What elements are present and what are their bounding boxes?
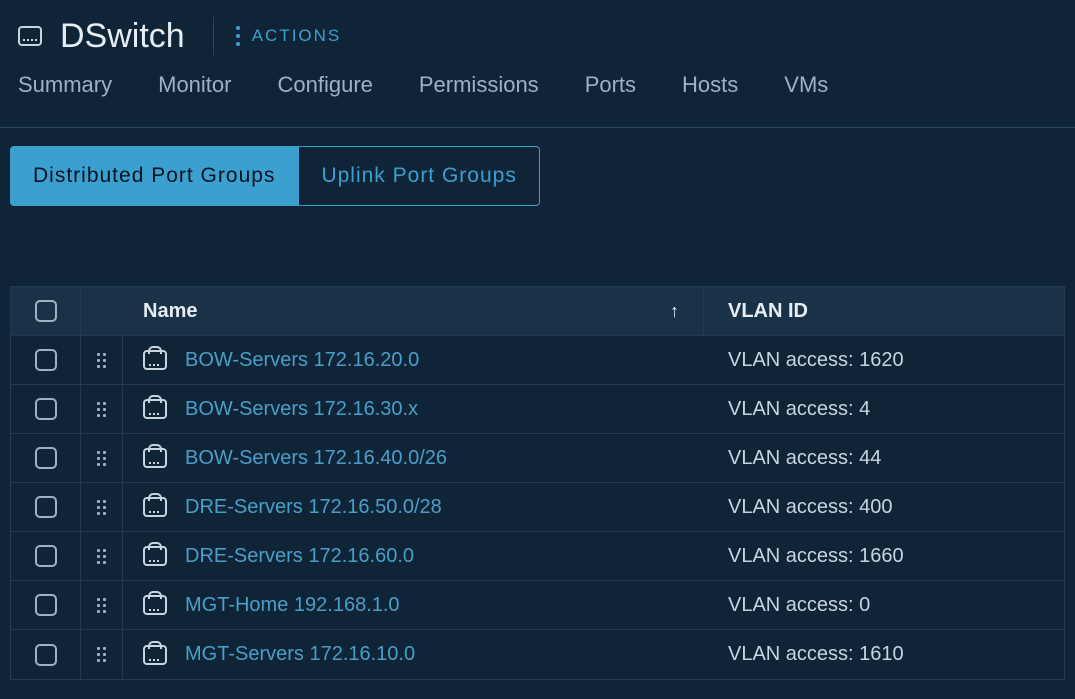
row-checkbox[interactable]	[35, 496, 57, 518]
table-row[interactable]: MGT-Home 192.168.1.0 VLAN access: 0	[11, 581, 1064, 630]
row-select-cell[interactable]	[11, 483, 81, 531]
sort-ascending-icon: ↑	[670, 301, 679, 322]
column-header-name[interactable]: Name ↑	[123, 287, 704, 335]
dswitch-icon	[18, 26, 42, 46]
vlan-value: VLAN access: 1620	[728, 349, 904, 371]
vlan-value: VLAN access: 1660	[728, 545, 904, 567]
table-row[interactable]: BOW-Servers 172.16.30.x VLAN access: 4	[11, 385, 1064, 434]
row-vlan-cell: VLAN access: 0	[704, 594, 1064, 617]
grip-icon	[97, 549, 106, 564]
column-header-name-label: Name	[143, 300, 197, 323]
row-select-cell[interactable]	[11, 336, 81, 384]
row-name-cell[interactable]: BOW-Servers 172.16.40.0/26	[123, 434, 704, 482]
grip-icon	[97, 647, 106, 662]
row-checkbox[interactable]	[35, 447, 57, 469]
row-drag-handle[interactable]	[81, 434, 123, 482]
page-title: DSwitch	[60, 17, 213, 56]
select-all-cell[interactable]	[11, 287, 81, 335]
port-group-name[interactable]: DRE-Servers 172.16.50.0/28	[185, 496, 442, 519]
select-all-checkbox[interactable]	[35, 300, 57, 322]
row-select-cell[interactable]	[11, 434, 81, 482]
port-group-icon	[143, 497, 167, 517]
row-drag-handle[interactable]	[81, 483, 123, 531]
vlan-value: VLAN access: 4	[728, 398, 870, 420]
port-group-name[interactable]: BOW-Servers 172.16.40.0/26	[185, 447, 447, 470]
port-group-icon	[143, 399, 167, 419]
port-groups-table: Name ↑ VLAN ID BOW-Servers 172.16.20.0 VL…	[10, 286, 1065, 680]
tab-ports[interactable]: Ports	[585, 72, 636, 118]
main-tabs: Summary Monitor Configure Permissions Po…	[0, 72, 1075, 128]
port-group-icon	[143, 546, 167, 566]
port-group-name[interactable]: MGT-Home 192.168.1.0	[185, 594, 400, 617]
vlan-value: VLAN access: 44	[728, 447, 881, 469]
port-group-name[interactable]: MGT-Servers 172.16.10.0	[185, 643, 415, 666]
port-group-icon	[143, 448, 167, 468]
row-checkbox[interactable]	[35, 644, 57, 666]
port-group-icon	[143, 350, 167, 370]
grip-header	[81, 287, 123, 335]
row-vlan-cell: VLAN access: 400	[704, 496, 1064, 519]
row-checkbox[interactable]	[35, 398, 57, 420]
row-vlan-cell: VLAN access: 1620	[704, 349, 1064, 372]
column-header-vlan-label: VLAN ID	[728, 300, 808, 322]
row-name-cell[interactable]: BOW-Servers 172.16.30.x	[123, 385, 704, 433]
table-header-row: Name ↑ VLAN ID	[11, 287, 1064, 336]
row-vlan-cell: VLAN access: 44	[704, 447, 1064, 470]
tab-configure[interactable]: Configure	[277, 72, 372, 118]
row-checkbox[interactable]	[35, 545, 57, 567]
subtab-distributed-port-groups[interactable]: Distributed Port Groups	[10, 146, 298, 206]
table-row[interactable]: DRE-Servers 172.16.50.0/28 VLAN access: 4…	[11, 483, 1064, 532]
port-group-icon	[143, 595, 167, 615]
tab-permissions[interactable]: Permissions	[419, 72, 539, 118]
row-name-cell[interactable]: DRE-Servers 172.16.50.0/28	[123, 483, 704, 531]
row-name-cell[interactable]: MGT-Home 192.168.1.0	[123, 581, 704, 629]
row-select-cell[interactable]	[11, 630, 81, 679]
port-group-name[interactable]: BOW-Servers 172.16.30.x	[185, 398, 418, 421]
row-checkbox[interactable]	[35, 349, 57, 371]
row-drag-handle[interactable]	[81, 581, 123, 629]
row-select-cell[interactable]	[11, 532, 81, 580]
tab-summary[interactable]: Summary	[18, 72, 112, 118]
table-row[interactable]: DRE-Servers 172.16.60.0 VLAN access: 1660	[11, 532, 1064, 581]
tab-hosts[interactable]: Hosts	[682, 72, 738, 118]
vlan-value: VLAN access: 1610	[728, 643, 904, 665]
tab-monitor[interactable]: Monitor	[158, 72, 231, 118]
column-header-vlan[interactable]: VLAN ID	[704, 300, 1064, 323]
grip-icon	[97, 451, 106, 466]
row-checkbox[interactable]	[35, 594, 57, 616]
divider	[213, 17, 214, 55]
vlan-value: VLAN access: 400	[728, 496, 893, 518]
subtab-uplink-port-groups[interactable]: Uplink Port Groups	[298, 146, 539, 206]
table-row[interactable]: MGT-Servers 172.16.10.0 VLAN access: 1610	[11, 630, 1064, 679]
port-group-name[interactable]: BOW-Servers 172.16.20.0	[185, 349, 419, 372]
grip-icon	[97, 500, 106, 515]
row-drag-handle[interactable]	[81, 532, 123, 580]
grip-icon	[97, 402, 106, 417]
row-name-cell[interactable]: BOW-Servers 172.16.20.0	[123, 336, 704, 384]
page-header: DSwitch ACTIONS	[0, 0, 1075, 72]
row-vlan-cell: VLAN access: 1660	[704, 545, 1064, 568]
grip-icon	[97, 598, 106, 613]
table-row[interactable]: BOW-Servers 172.16.20.0 VLAN access: 1620	[11, 336, 1064, 385]
table-row[interactable]: BOW-Servers 172.16.40.0/26 VLAN access: 4…	[11, 434, 1064, 483]
vlan-value: VLAN access: 0	[728, 594, 870, 616]
actions-label: ACTIONS	[252, 26, 342, 46]
port-group-icon	[143, 645, 167, 665]
row-select-cell[interactable]	[11, 385, 81, 433]
row-vlan-cell: VLAN access: 1610	[704, 643, 1064, 666]
row-name-cell[interactable]: DRE-Servers 172.16.60.0	[123, 532, 704, 580]
row-drag-handle[interactable]	[81, 630, 123, 679]
row-vlan-cell: VLAN access: 4	[704, 398, 1064, 421]
row-select-cell[interactable]	[11, 581, 81, 629]
subtab-group: Distributed Port Groups Uplink Port Grou…	[10, 146, 1075, 206]
kebab-icon	[236, 26, 240, 46]
actions-menu-button[interactable]: ACTIONS	[236, 26, 342, 46]
row-name-cell[interactable]: MGT-Servers 172.16.10.0	[123, 630, 704, 679]
tab-vms[interactable]: VMs	[784, 72, 828, 118]
grip-icon	[97, 353, 106, 368]
row-drag-handle[interactable]	[81, 385, 123, 433]
port-group-name[interactable]: DRE-Servers 172.16.60.0	[185, 545, 414, 568]
row-drag-handle[interactable]	[81, 336, 123, 384]
